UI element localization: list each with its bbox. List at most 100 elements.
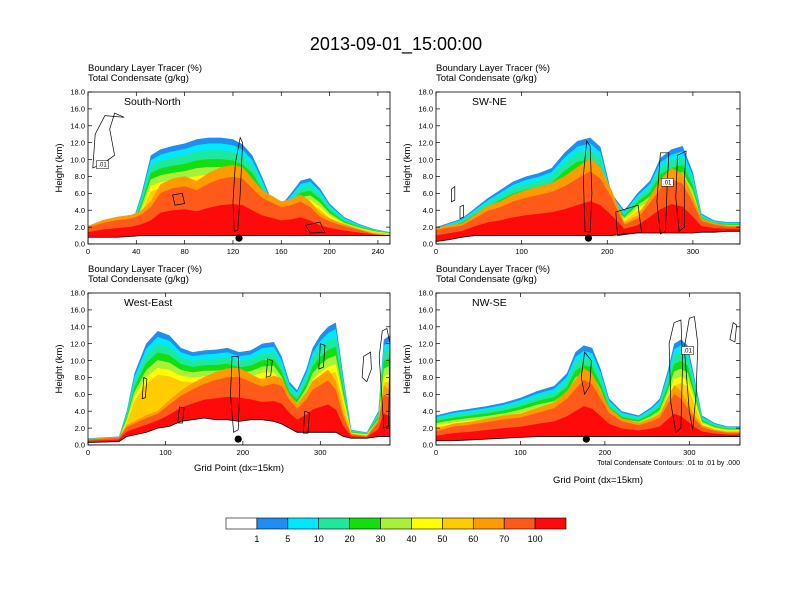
y-tick-label: 14.0 [418, 322, 433, 331]
y-tick-label: 6.0 [423, 189, 433, 198]
y-tick-label: 2.0 [75, 223, 85, 232]
x-axis-label: Grid Point (dx=15km) [194, 463, 284, 474]
colorbar-swatch [534, 517, 567, 530]
y-tick-label: 0.0 [423, 240, 433, 249]
y-tick-label: 18.0 [418, 289, 433, 298]
terrain [88, 417, 390, 445]
colorbar-swatch [349, 517, 381, 530]
y-tick-label: 0.0 [75, 240, 85, 249]
condensate-contour [582, 140, 593, 233]
location-marker [582, 435, 590, 443]
condensate-contour [580, 351, 592, 396]
panel-4: .01 0.0 2.0 4.0 6.0 8.0 10.0 12.0 14.0 16.0 18.0 0 1… [402, 264, 741, 486]
plot-area: .01 [88, 112, 390, 244]
condensate-contour [675, 150, 687, 232]
condensate-contour [615, 204, 642, 236]
condensate-contour [92, 112, 125, 169]
y-tick-label: 4.0 [75, 206, 85, 215]
y-tick-label: 18.0 [418, 88, 433, 97]
condensate-contour [729, 321, 737, 343]
y-tick-label: 10.0 [418, 356, 433, 365]
plot-area: .01 [436, 137, 740, 244]
plot-frame [87, 292, 391, 446]
condensate-contour [318, 343, 326, 370]
colorbar-swatch [256, 517, 289, 530]
y-tick-label: 4.0 [423, 407, 433, 416]
panels: .01 0.0 2.0 4.0 6.0 8.0 10.0 12.0 14.0 16.0 18.0 0 4… [54, 63, 741, 486]
y-tick-label: 0.0 [423, 441, 433, 450]
colorbar-label: 60 [468, 534, 478, 544]
condensate-contour [302, 410, 310, 434]
x-tick-label: 160 [275, 247, 288, 256]
y-tick-label: 16.0 [70, 306, 85, 315]
panel-1: .01 0.0 2.0 4.0 6.0 8.0 10.0 12.0 14.0 16.0 18.0 0 4… [54, 63, 391, 256]
colorbar-swatch [472, 517, 505, 530]
y-axis-label: Height (km) [54, 344, 65, 393]
panel-label: SW-NE [472, 96, 507, 108]
plot-frame [87, 91, 391, 245]
contour-tag-box [96, 160, 109, 169]
y-tick-label: 14.0 [70, 121, 85, 130]
colorbar-swatch [318, 517, 350, 530]
condensate-contour [232, 136, 243, 232]
y-tick-label: 12.0 [70, 339, 85, 348]
x-tick-label: 100 [514, 448, 527, 457]
colorbar-label: 30 [376, 534, 386, 544]
panel-label: NW-SE [472, 297, 507, 309]
contour-tag: .01 [683, 348, 692, 354]
y-tick-label: 8.0 [423, 172, 433, 181]
colorbar-swatch [287, 517, 320, 530]
plot-area [88, 322, 390, 445]
panel-subtitle-tracer: Boundary Layer Tracer (%) [436, 264, 550, 275]
figure-title: 2013-09-01_15:00:00 [310, 34, 482, 55]
y-tick-label: 10.0 [418, 155, 433, 164]
y-tick-label: 0.0 [75, 441, 85, 450]
condensate-contour [141, 376, 148, 400]
condensate-contour [668, 319, 683, 433]
condensate-contour [230, 355, 241, 433]
x-tick-label: 300 [314, 448, 327, 457]
plot-area: .01 [436, 316, 740, 445]
y-tick-label: 8.0 [423, 373, 433, 382]
y-tick-label: 6.0 [75, 189, 85, 198]
colorbar-label: 5 [285, 534, 290, 544]
colorbar-swatch [411, 517, 443, 530]
condensate-contour [304, 221, 326, 234]
panel-subtitle-condensate: Total Condensate (g/kg) [88, 274, 189, 285]
colorbar-swatch [503, 517, 536, 530]
x-tick-label: 80 [180, 247, 188, 256]
condensate-contour [459, 204, 464, 220]
location-marker [235, 234, 243, 242]
y-axis-label: Height (km) [402, 143, 413, 192]
x-tick-label: 200 [601, 247, 614, 256]
contour-tag: .01 [663, 180, 672, 186]
x-tick-label: 0 [86, 247, 90, 256]
x-tick-label: 120 [227, 247, 240, 256]
x-tick-label: 240 [372, 247, 385, 256]
y-tick-label: 18.0 [70, 88, 85, 97]
condensate-contour [361, 351, 372, 383]
colorbar-label: 100 [528, 534, 543, 544]
y-tick-label: 2.0 [75, 424, 85, 433]
tracer-band-100 [88, 204, 390, 238]
y-tick-label: 2.0 [423, 223, 433, 232]
y-tick-label: 6.0 [423, 390, 433, 399]
condensate-contour [683, 316, 699, 430]
y-tick-label: 12.0 [418, 339, 433, 348]
panel-subtitle-tracer: Boundary Layer Tracer (%) [436, 63, 550, 74]
y-tick-label: 16.0 [70, 105, 85, 114]
x-tick-label: 200 [323, 247, 336, 256]
contour-tag-box [681, 346, 694, 355]
y-tick-label: 14.0 [70, 322, 85, 331]
y-tick-label: 4.0 [423, 206, 433, 215]
tracer-band-100 [436, 201, 740, 242]
x-tick-label: 0 [86, 448, 90, 457]
y-tick-label: 6.0 [75, 390, 85, 399]
y-tick-label: 10.0 [70, 155, 85, 164]
colorbar-swatch [380, 517, 412, 530]
condensate-contour [378, 327, 390, 429]
y-tick-label: 12.0 [70, 138, 85, 147]
y-tick-label: 8.0 [75, 172, 85, 181]
x-axis-label: Grid Point (dx=15km) [553, 475, 643, 486]
